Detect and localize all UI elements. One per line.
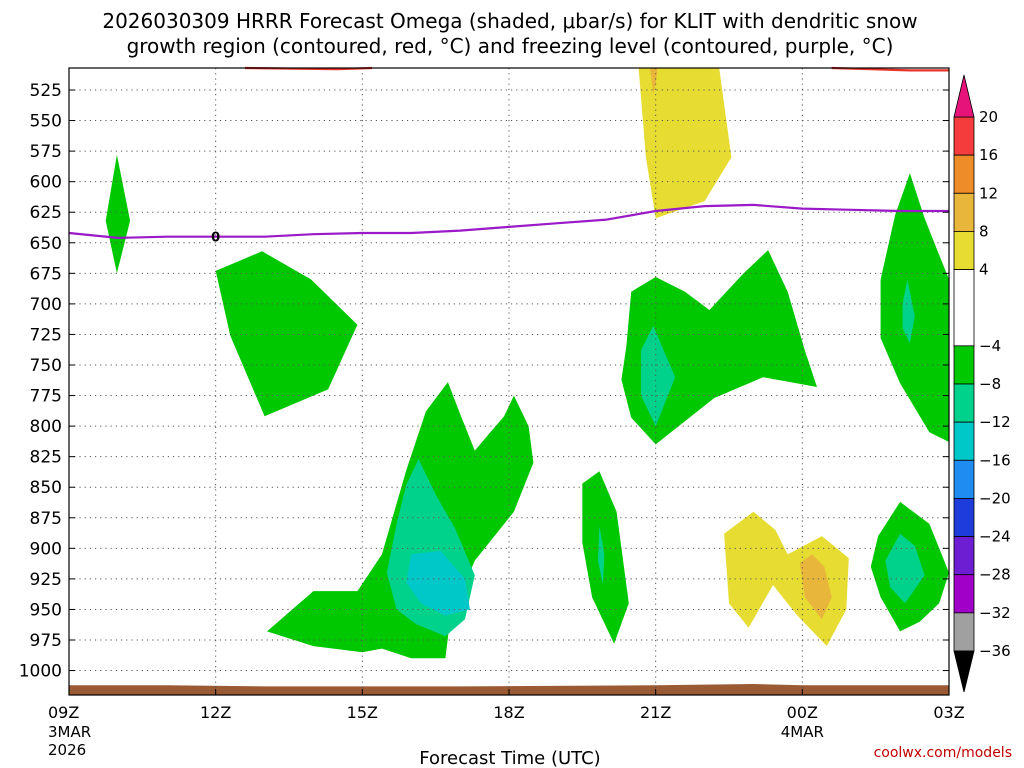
freezing-level-label: 0 bbox=[211, 231, 220, 246]
omega-region-11 bbox=[621, 250, 817, 445]
colorbar-label-13: −36 bbox=[979, 642, 1011, 660]
x-tick-label-00Z: 00Z bbox=[787, 703, 818, 722]
x-tick-label-18Z: 18Z bbox=[493, 703, 524, 722]
y-tick-label-725: 725 bbox=[30, 325, 62, 345]
colorbar-label-0: 20 bbox=[979, 108, 998, 126]
x-tick-label-03Z: 03Z bbox=[933, 703, 964, 722]
y-tick-label-925: 925 bbox=[30, 570, 62, 590]
y-tick-label-775: 775 bbox=[30, 387, 62, 407]
y-tick-label-900: 900 bbox=[30, 539, 62, 559]
omega-shaded-regions bbox=[69, 68, 949, 695]
x-axis-title: Forecast Time (UTC) bbox=[419, 748, 600, 768]
chart-title-line1: 2026030309 HRRR Forecast Omega (shaded, … bbox=[102, 9, 917, 33]
colorbar-label-3: 8 bbox=[979, 222, 989, 240]
colorbar-band-11 bbox=[953, 574, 975, 614]
colorbar-label-7: −12 bbox=[979, 413, 1011, 431]
y-axis: 525 550 575 600 625 650 675 700 725 750 775 800 825 8… bbox=[19, 81, 949, 682]
colorbar-band-10 bbox=[953, 536, 975, 576]
omega-region-18 bbox=[885, 533, 925, 604]
colorbar-label-6: −8 bbox=[979, 375, 1001, 393]
y-tick-label-825: 825 bbox=[30, 448, 62, 468]
y-tick-label-750: 750 bbox=[30, 356, 62, 376]
x-tick-label-21Z: 21Z bbox=[640, 703, 671, 722]
colorbar-band-0 bbox=[953, 116, 975, 156]
colorbar-band-5 bbox=[953, 345, 975, 385]
omega-region-15 bbox=[880, 173, 949, 442]
y-tick-label-1000: 1000 bbox=[19, 662, 62, 682]
y-tick-label-550: 550 bbox=[30, 112, 62, 132]
colorbar-band-8 bbox=[953, 459, 975, 499]
y-tick-label-975: 975 bbox=[30, 631, 62, 651]
colorbar-band-7 bbox=[953, 421, 975, 461]
x-tick-year-09Z: 2026 bbox=[48, 741, 86, 759]
colorbar-band-4 bbox=[953, 269, 975, 347]
omega-region-7 bbox=[215, 251, 358, 417]
colorbar-band-9 bbox=[953, 498, 975, 537]
y-tick-label-875: 875 bbox=[30, 509, 62, 529]
colorbar-label-9: −20 bbox=[979, 489, 1011, 507]
y-tick-label-950: 950 bbox=[30, 600, 62, 620]
y-tick-label-650: 650 bbox=[30, 234, 62, 254]
colorbar-label-11: −28 bbox=[979, 566, 1011, 584]
omega-region-14 bbox=[598, 526, 605, 585]
omega-region-13 bbox=[582, 471, 629, 644]
x-tick-label-12Z: 12Z bbox=[200, 703, 231, 722]
colorbar-label-12: −32 bbox=[979, 604, 1011, 622]
colorbar-bottom-arrow bbox=[953, 650, 975, 693]
omega-region-4 bbox=[638, 68, 732, 219]
omega-region-16 bbox=[902, 279, 915, 343]
colorbar-label-5: −4 bbox=[979, 337, 1001, 355]
colorbar-band-1 bbox=[953, 154, 975, 194]
chart-title-line2: growth region (contoured, red, °C) and f… bbox=[127, 34, 894, 58]
y-tick-label-700: 700 bbox=[30, 295, 62, 315]
omega-region-6 bbox=[105, 154, 131, 274]
omega-region-12 bbox=[641, 325, 676, 427]
y-tick-label-525: 525 bbox=[30, 81, 62, 101]
y-tick-label-575: 575 bbox=[30, 142, 62, 162]
colorbar-band-6 bbox=[953, 383, 975, 423]
omega-region-20 bbox=[799, 554, 832, 620]
contour-line-0 bbox=[68, 203, 949, 239]
x-tick-label-09Z: 09Z bbox=[48, 703, 79, 722]
colorbar-band-3 bbox=[953, 231, 975, 270]
y-tick-label-600: 600 bbox=[30, 173, 62, 193]
y-tick-label-625: 625 bbox=[30, 203, 62, 223]
x-tick-date-09Z: 3MAR bbox=[48, 723, 91, 741]
colorbar-label-1: 16 bbox=[979, 146, 998, 164]
y-tick-label-850: 850 bbox=[30, 478, 62, 498]
colorbar-legend: 20 16 12 8 4 −4 −8 −12 −16 −20 −24 −28 −32 −36 bbox=[953, 74, 1011, 693]
x-tick-label-15Z: 15Z bbox=[347, 703, 378, 722]
y-tick-label-800: 800 bbox=[30, 417, 62, 437]
colorbar-label-4: 4 bbox=[979, 261, 989, 279]
x-tick-date-00Z: 4MAR bbox=[781, 723, 824, 741]
omega-region-5 bbox=[649, 68, 658, 94]
y-tick-label-675: 675 bbox=[30, 264, 62, 284]
colorbar-label-10: −24 bbox=[979, 528, 1011, 546]
colorbar-label-8: −16 bbox=[979, 451, 1011, 469]
credit-text: coolwx.com/models bbox=[874, 745, 1012, 761]
colorbar-top-arrow bbox=[953, 74, 975, 118]
colorbar-band-12 bbox=[953, 612, 975, 652]
colorbar-label-2: 12 bbox=[979, 184, 998, 202]
omega-region-10 bbox=[406, 550, 470, 616]
colorbar-band-2 bbox=[953, 192, 975, 232]
